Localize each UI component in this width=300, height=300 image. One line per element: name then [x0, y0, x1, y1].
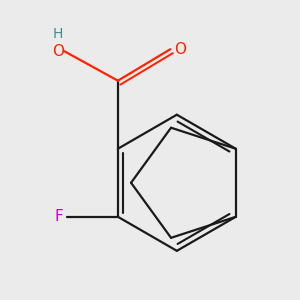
Text: O: O [174, 42, 186, 57]
Text: H: H [53, 27, 63, 41]
Text: O: O [52, 44, 64, 59]
Text: F: F [54, 209, 63, 224]
